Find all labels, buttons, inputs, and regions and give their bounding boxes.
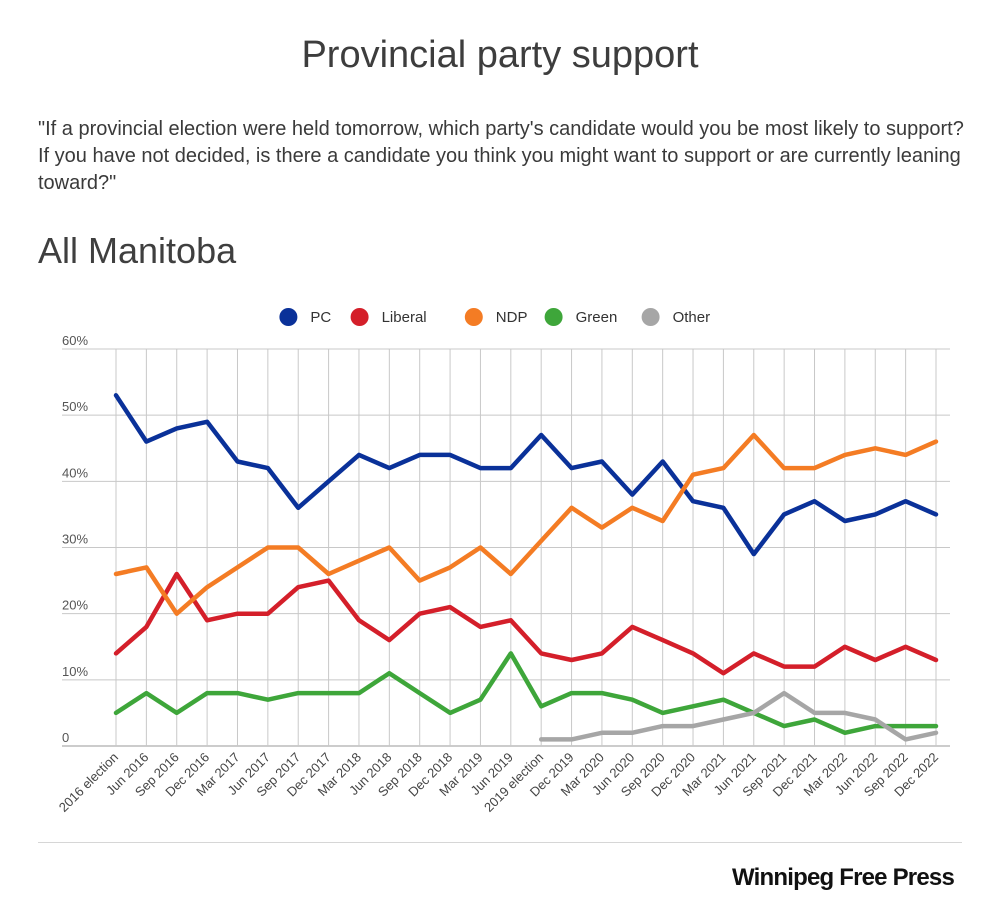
y-tick-label: 40% (62, 465, 88, 480)
legend-marker-pc (279, 308, 298, 326)
series-line-green (113, 651, 939, 736)
source-logo: Winnipeg Free Press (732, 864, 955, 891)
series-line-ndp (113, 432, 939, 616)
legend-marker-green (544, 308, 563, 326)
chart-subtitle: All Manitoba (38, 230, 237, 271)
series-line-pc (113, 393, 939, 557)
legend-marker-ndp (464, 308, 483, 326)
legend-label: Green (576, 309, 618, 326)
survey-question: "If a provincial election were held tomo… (38, 118, 964, 194)
legend-marker-liberal (350, 308, 369, 326)
chart-title: Provincial party support (301, 34, 699, 76)
y-tick-label: 20% (62, 598, 88, 613)
y-tick-label: 50% (62, 399, 88, 414)
y-tick-label: 60% (62, 333, 88, 348)
y-tick-label: 30% (62, 532, 88, 547)
legend-label: Other (673, 309, 711, 326)
y-tick-label: 0 (62, 730, 69, 745)
y-tick-label: 10% (62, 664, 88, 679)
legend-marker-other (641, 308, 660, 326)
series-line-other (538, 690, 939, 742)
legend-label: PC (310, 309, 331, 326)
legend-label: Liberal (382, 309, 427, 326)
footer-divider (38, 842, 962, 843)
series-line-liberal (113, 571, 939, 676)
legend-label: NDP (496, 309, 528, 326)
